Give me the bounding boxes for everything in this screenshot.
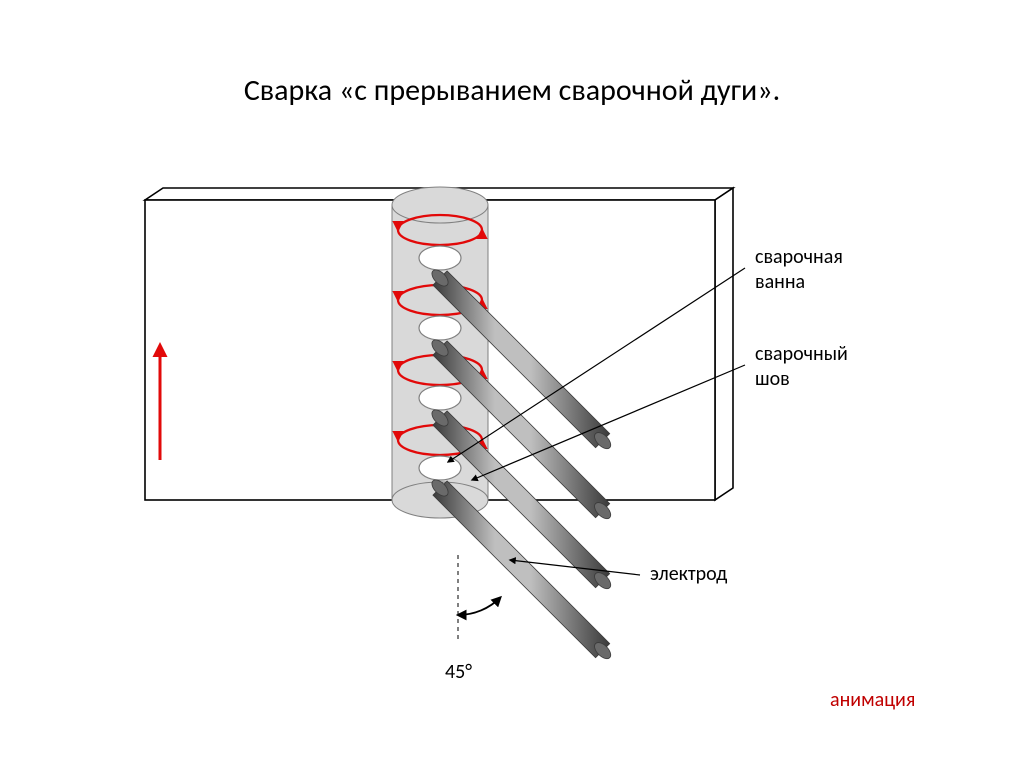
- page-root: Сварка «с прерыванием сварочной дуги». с…: [0, 0, 1024, 767]
- plate-side: [715, 188, 733, 500]
- label-weld-seam: сварочныйшов: [755, 342, 848, 392]
- label-animation: анимация: [830, 688, 915, 713]
- weld-pool: [419, 456, 461, 480]
- weld-pool: [419, 386, 461, 410]
- label-weld-pool: сварочнаяванна: [755, 245, 843, 295]
- angle-arc: [458, 597, 500, 615]
- weld-pool: [419, 246, 461, 270]
- label-angle: 45°: [445, 660, 472, 684]
- diagram-svg: [0, 0, 1024, 767]
- weld-pool: [419, 316, 461, 340]
- label-electrode: электрод: [650, 562, 727, 587]
